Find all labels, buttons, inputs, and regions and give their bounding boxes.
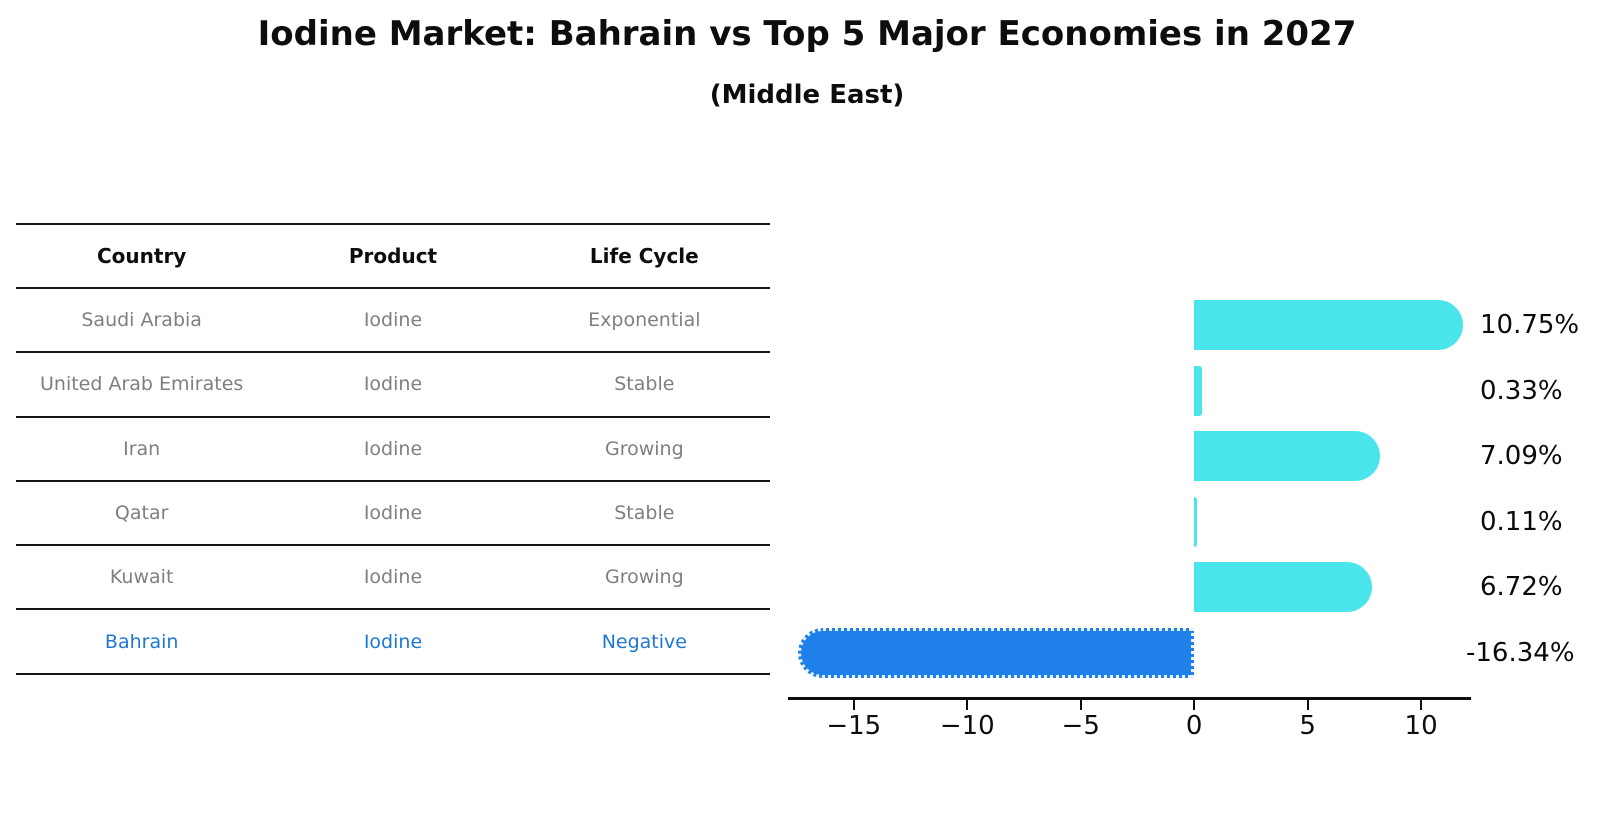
country-table-header: Country Product Life Cycle [16, 224, 770, 289]
table-header-row: Country Product Life Cycle [16, 224, 770, 289]
x-tick-mark [1079, 699, 1082, 710]
table-cell-product: Iodine [267, 288, 519, 354]
chart-subtitle: (Middle East) [709, 80, 905, 110]
bar-bahrain [798, 627, 1195, 678]
table-row: Kuwait Iodine Growing [16, 545, 770, 611]
table-cell-product: Iodine [267, 416, 519, 482]
table-cell-country: Qatar [16, 480, 268, 547]
table-cell-life-cycle: Stable [518, 352, 770, 418]
x-tick-label: 0 [1185, 711, 1203, 741]
table-cell-country: Kuwait [16, 545, 268, 611]
table-cell-country: Saudi Arabia [16, 288, 268, 354]
x-tick-label: −5 [1061, 711, 1100, 741]
column-header-life-cycle: Life Cycle [518, 224, 770, 289]
x-tick-mark [966, 699, 969, 710]
bar-value-label-bahrain: -16.34% [1466, 637, 1575, 668]
x-tick-label: −15 [826, 711, 882, 741]
bar-value-label-iran: 7.09% [1480, 441, 1563, 471]
country-table-body: Saudi Arabia Iodine Exponential United Arab… [16, 288, 770, 675]
table-cell-life-cycle: Stable [518, 480, 770, 547]
country-table: Country Product Life Cycle Saudi Arabia I… [16, 223, 770, 675]
bar-value-label-kuwait: 6.72% [1480, 572, 1563, 602]
bar-qatar [1194, 496, 1197, 547]
table-cell-product: Iodine [267, 545, 519, 611]
table-row: Iran Iodine Growing [16, 416, 770, 482]
x-tick-label: 10 [1404, 711, 1438, 741]
chart-title: Iodine Market: Bahrain vs Top 5 Major Ec… [257, 14, 1357, 54]
x-tick-mark [1420, 699, 1423, 710]
table-row: Qatar Iodine Stable [16, 480, 770, 547]
bar-value-label-saudi-arabia: 10.75% [1480, 310, 1580, 340]
table-row: Saudi Arabia Iodine Exponential [16, 288, 770, 354]
bar-iran [1194, 431, 1381, 481]
table-cell-country: United Arab Emirates [16, 352, 268, 418]
bar-saudi-arabia [1194, 300, 1464, 350]
x-tick-label: 5 [1299, 711, 1316, 741]
bar-value-label-qatar: 0.11% [1480, 506, 1563, 537]
x-tick-mark [1193, 699, 1196, 710]
table-cell-life-cycle: Growing [518, 416, 770, 482]
table-cell-country: Iran [16, 416, 268, 482]
table-cell-life-cycle: Negative [518, 609, 770, 675]
table-cell-life-cycle: Growing [518, 545, 770, 611]
bar-value-label-united-arab-emirates: 0.33% [1480, 375, 1563, 406]
bar-united-arab-emirates [1194, 365, 1202, 416]
table-cell-country: Bahrain [16, 609, 268, 675]
table-row: United Arab Emirates Iodine Stable [16, 352, 770, 418]
table-cell-life-cycle: Exponential [518, 288, 770, 354]
column-header-country: Country [16, 224, 268, 289]
table-row: Bahrain Iodine Negative [16, 609, 770, 675]
column-header-product: Product [267, 224, 519, 289]
x-tick-mark [1306, 699, 1309, 710]
table-cell-product: Iodine [267, 480, 519, 547]
x-tick-label: −10 [939, 711, 995, 741]
bar-kuwait [1194, 562, 1372, 612]
x-tick-mark [852, 699, 855, 710]
table-cell-product: Iodine [267, 352, 519, 418]
x-axis-line [788, 697, 1471, 700]
table-cell-product: Iodine [267, 609, 519, 675]
